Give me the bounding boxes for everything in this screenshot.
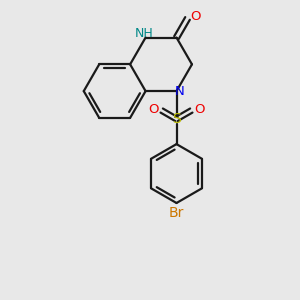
Text: O: O <box>148 103 159 116</box>
Text: NH: NH <box>135 27 154 40</box>
Text: Br: Br <box>169 206 184 220</box>
Text: N: N <box>175 85 184 98</box>
Text: O: O <box>190 11 201 23</box>
Text: O: O <box>194 103 205 116</box>
Text: S: S <box>172 112 181 126</box>
